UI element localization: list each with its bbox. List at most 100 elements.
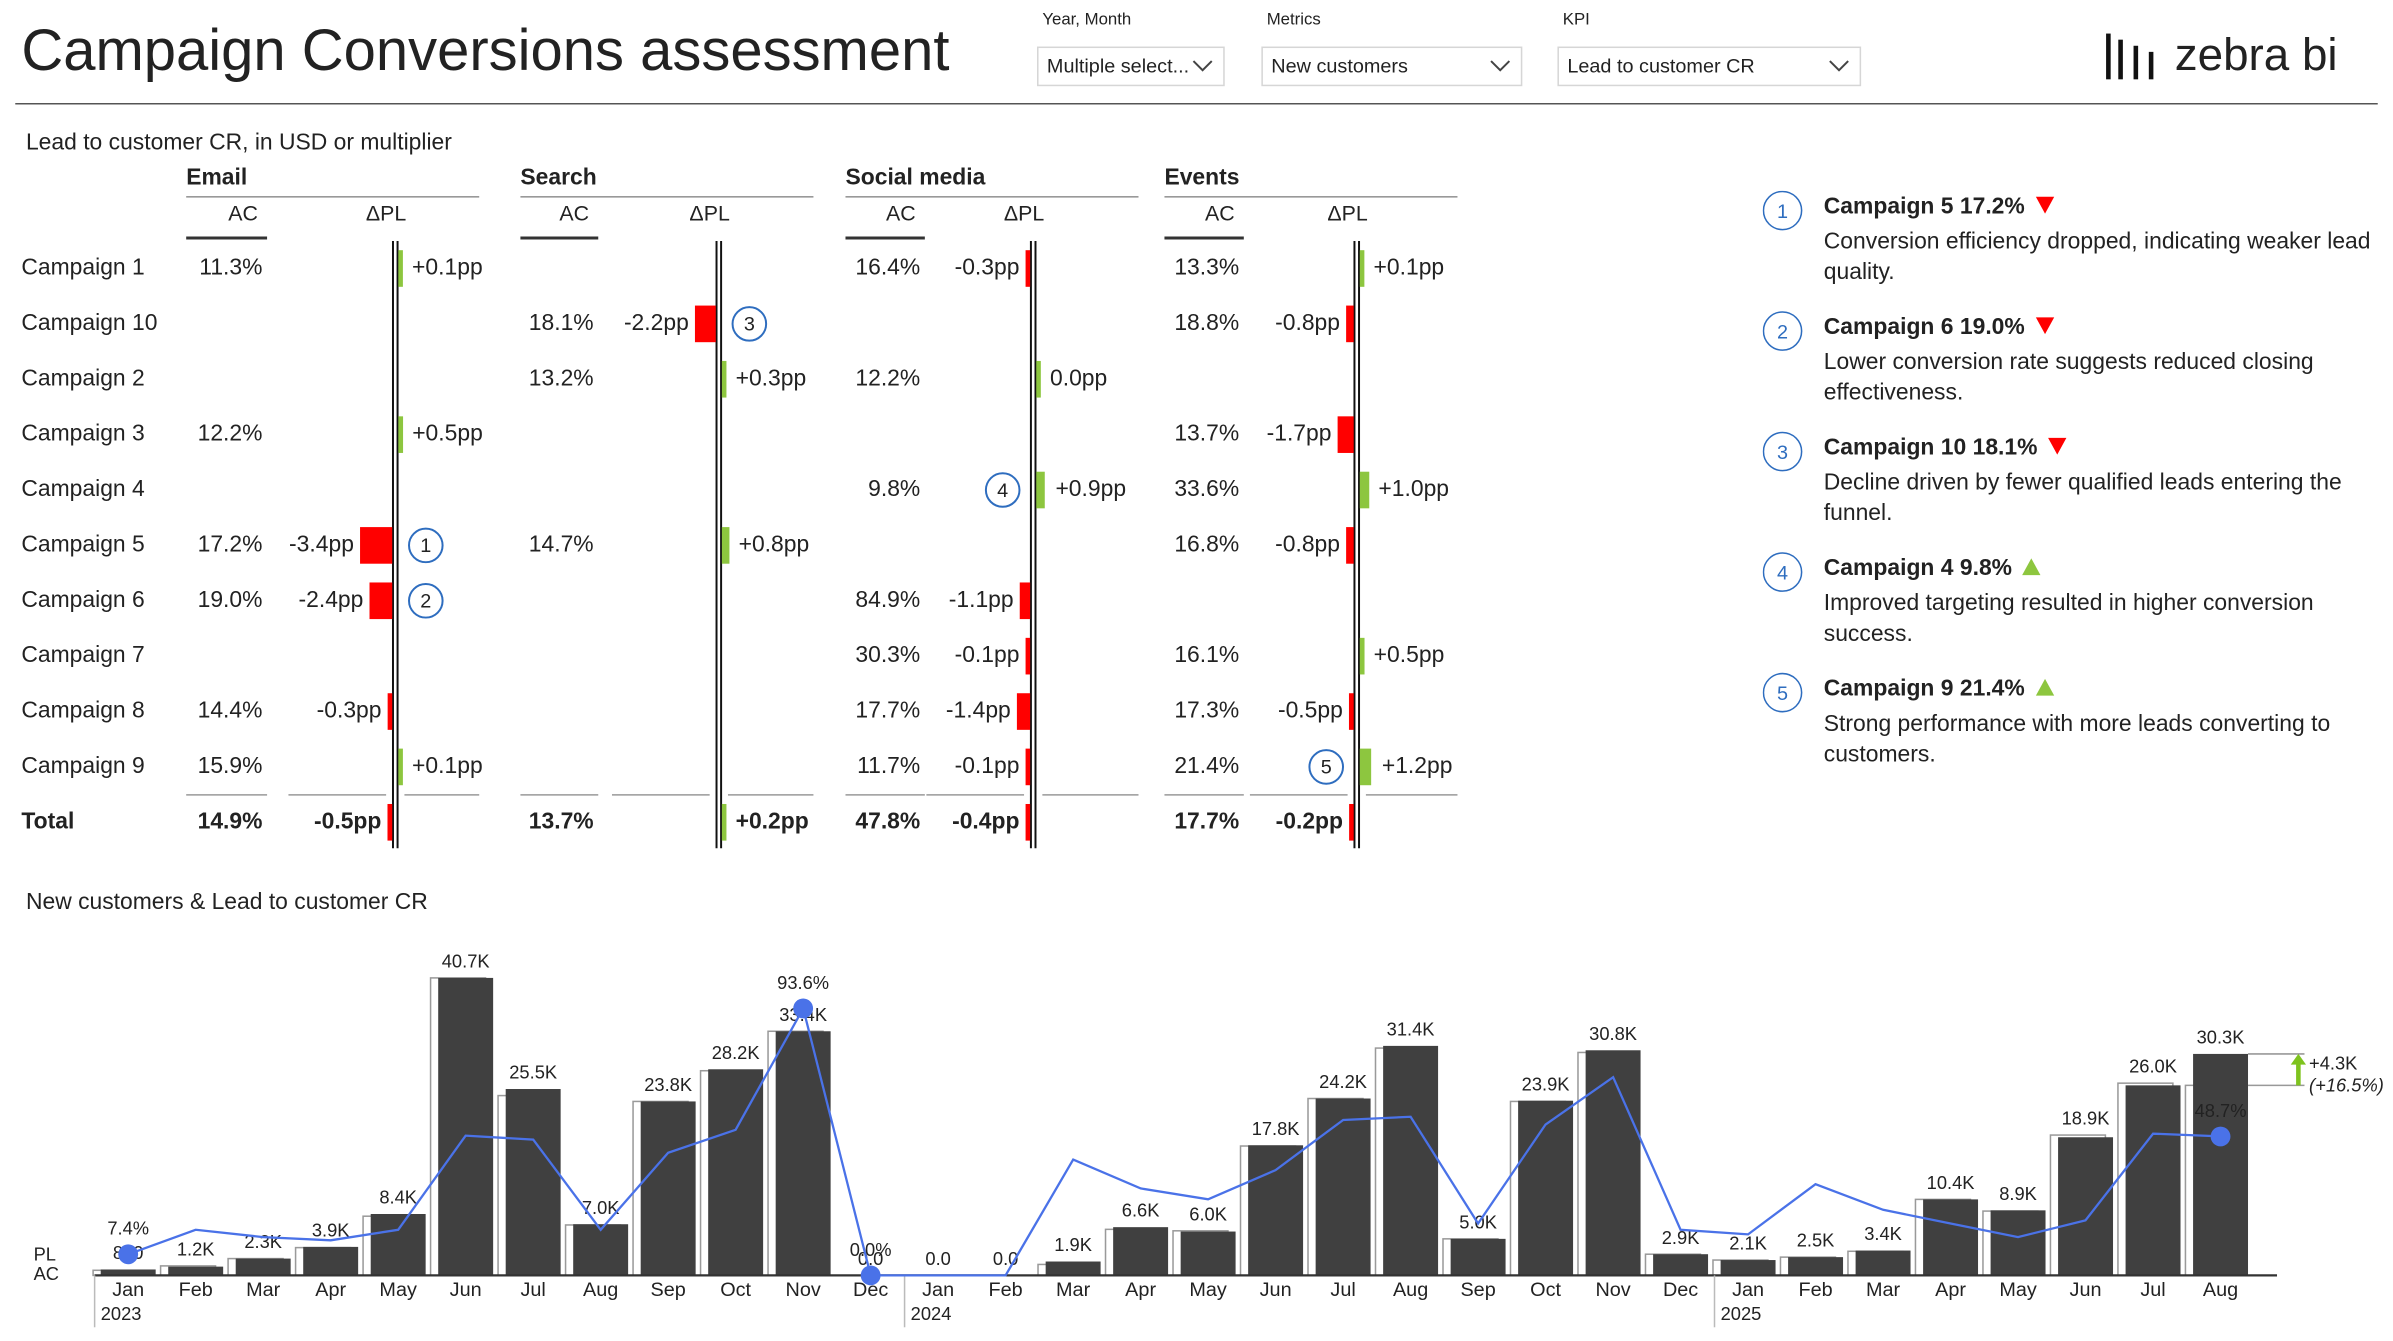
delta-label: +0.5pp [412,420,483,446]
delta-bar [721,803,727,841]
ac-value-label: 1.2K [177,1238,215,1259]
ac-bar [1248,1145,1304,1276]
filter-label: Metrics [1267,9,1321,28]
x-tick-label: Oct [1530,1279,1561,1301]
row-label: Total [21,807,74,833]
ac-value-label: 3.9K [312,1219,350,1240]
ac-value: 84.9% [855,586,920,612]
delta-label: -1.1pp [949,586,1014,612]
ac-value: 13.3% [1174,254,1239,280]
delta-label: +0.1pp [412,752,483,778]
ac-bar [1855,1250,1911,1276]
x-tick-label: Apr [1125,1279,1156,1301]
ac-value-label: 24.2K [1319,1071,1367,1092]
cr-dot [118,1244,139,1265]
x-tick-label: Mar [1056,1279,1091,1301]
ac-value: 21.4% [1174,752,1239,778]
comment-number: 5 [1762,672,1803,713]
marker-number: 4 [997,480,1008,502]
x-tick-label: Sep [651,1279,686,1301]
ac-bar [640,1101,696,1276]
marker-circle [984,472,1021,508]
delta-label: +0.3pp [736,364,807,390]
delta-bar [1016,693,1031,730]
comment: 4 Campaign 4 9.8% Improved targeting resul… [1762,552,2381,673]
delta-label: -0.8pp [1275,530,1340,556]
delta-label: -0.2pp [1276,807,1343,833]
group-header: Events [1164,164,1239,190]
delta-label: -2.2pp [624,309,689,335]
comment-body: Campaign 4 9.8% Improved targeting result… [1824,552,2381,673]
delta-label: 0.0pp [1050,364,1107,390]
ac-value: 16.1% [1174,641,1239,667]
row-label: Campaign 10 [21,309,157,335]
row-label: Campaign 9 [21,752,144,778]
dropdown-chevron [1192,60,1213,72]
ac-value: 17.7% [1174,807,1239,833]
row-label: Campaign 7 [21,641,144,667]
delta-label: +0.1pp [1374,254,1445,280]
ac-value: 19.0% [198,586,263,612]
ac-value: 17.3% [1174,697,1239,723]
delta-label: +0.5pp [1374,641,1445,667]
ac-bar [235,1258,291,1276]
comment-text: Conversion efficiency dropped, indicatin… [1823,228,2371,285]
ac-bar [100,1269,156,1276]
comment-arrow [2035,196,2054,214]
page-title: Campaign Conversions assessment [21,19,949,83]
ac-value: 30.3% [855,641,920,667]
comment-text: Strong performance with more leads conve… [1823,710,2331,767]
ac-bar [1923,1199,1979,1276]
delta-bar [369,582,393,620]
logo-bar [2133,45,2139,80]
ac-value-label: 30.3K [2197,1027,2245,1048]
comment-head: Campaign 5 17.2% [1824,191,2381,225]
filter-dropdown[interactable]: New customers [1261,46,1523,87]
marker-number: 1 [420,535,431,557]
x-tick-label: Jan [922,1279,954,1301]
filter-dropdown[interactable]: Multiple select... [1037,46,1225,87]
year-label: 2023 [101,1303,142,1324]
ac-value-label: 10.4K [1927,1172,1975,1193]
delta-bar [1359,748,1372,786]
delta-label: -0.4pp [952,807,1019,833]
table-title: Lead to customer CR, in USD or multiplie… [26,128,452,154]
x-tick-label: Jul [2140,1279,2165,1301]
comment: 1 Campaign 5 17.2% Conversion efficiency d… [1762,190,2381,312]
x-tick-label: Jul [520,1279,545,1301]
x-tick-label: Feb [1798,1279,1832,1301]
comment-title: Campaign 5 17.2% [1823,193,2025,220]
ac-bar [1045,1261,1101,1276]
ac-value-label: 2.5K [1797,1230,1835,1251]
ac-bar [1518,1100,1574,1276]
group-header: Social media [845,164,985,190]
dropdown-chevron [1490,60,1511,72]
comment-head: Campaign 9 21.4% [1824,673,2381,707]
delta-label: -2.4pp [299,586,364,612]
comment-head: Campaign 6 19.0% [1824,311,2381,345]
ac-value: 13.7% [1174,420,1239,446]
delta-bar [387,803,393,841]
ac-value-label: 31.4K [1387,1018,1435,1039]
filter-dropdown[interactable]: Lead to customer CR [1557,46,1862,87]
ac-value-label: 8.9K [1999,1183,2037,1204]
comment-title: Campaign 4 9.8% [1823,555,2013,582]
year-label: 2025 [1721,1303,1762,1324]
column-header: AC [228,202,258,226]
ac-value: 11.7% [857,752,920,778]
cr-value-label: 7.4% [107,1218,149,1239]
delta-bar [1025,637,1031,675]
row-label: Campaign 2 [21,364,144,390]
row-label: Campaign 6 [21,586,144,612]
delta-label: -0.8pp [1275,309,1340,335]
ac-value: 11.3% [199,254,262,280]
delta-bar [1359,637,1365,675]
comment-arrow [2048,437,2067,455]
delta-label: +0.1pp [412,254,483,280]
ac-bar [168,1266,224,1276]
ac-value-label: 1.9K [1054,1234,1092,1255]
comment: 5 Campaign 9 21.4% Strong performance with… [1762,672,2381,794]
delta-label: +1.0pp [1378,475,1449,501]
column-header: AC [559,202,589,226]
ac-value-label: 8.4K [379,1187,417,1208]
